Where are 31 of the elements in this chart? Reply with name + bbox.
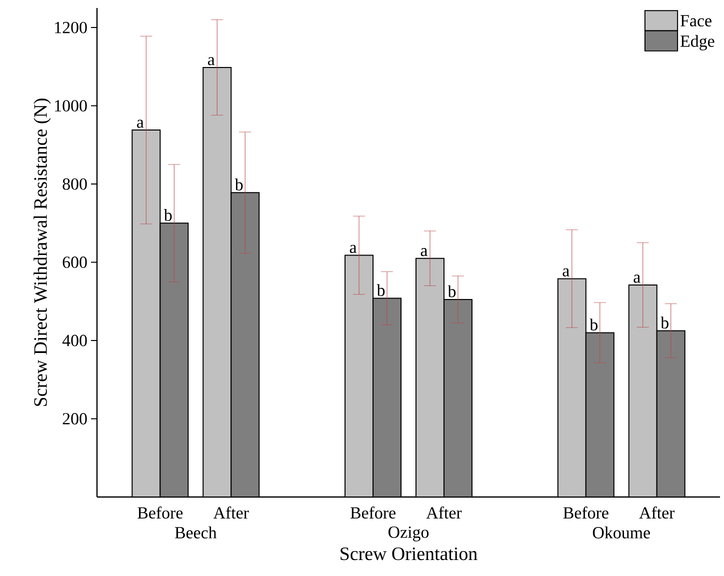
y-tick-label: 200: [62, 413, 87, 424]
legend-label: Edge: [680, 34, 714, 50]
data-label: b: [590, 318, 598, 330]
data-label: a: [634, 274, 640, 283]
data-label: a: [350, 244, 357, 254]
data-label: a: [136, 120, 144, 128]
y-tick-label: 1200: [55, 22, 87, 34]
y-tick-label: 600: [62, 256, 87, 268]
y-tick-label: 800: [62, 178, 87, 190]
x-tick-label: After: [426, 506, 462, 519]
text: Beech: [174, 526, 217, 538]
text: Ozigo: [388, 526, 429, 542]
data-label: b: [234, 178, 243, 190]
y-tick-label: 1000: [55, 100, 87, 112]
x-tick-label: Before: [138, 506, 183, 519]
data-label: a: [562, 268, 570, 277]
y-axis-title: Screw Direct Withdrawal Resistance (N): [34, 98, 51, 406]
data-label: b: [376, 284, 385, 296]
x-tick-label: Before: [563, 506, 608, 519]
legend-label: Face: [680, 15, 712, 26]
x-tick-label: After: [213, 506, 249, 519]
data-label: b: [660, 316, 668, 329]
data-label: a: [208, 57, 215, 66]
data-label: a: [420, 248, 428, 256]
y-tick-label: 400: [62, 334, 87, 346]
x-tick-label: After: [639, 506, 675, 519]
x-tick-label: Before: [350, 506, 396, 519]
text: Okoume: [592, 526, 650, 538]
x-axis-title: Screw Orientation: [340, 547, 478, 560]
data-label: b: [164, 209, 172, 221]
data-label: b: [448, 285, 456, 298]
